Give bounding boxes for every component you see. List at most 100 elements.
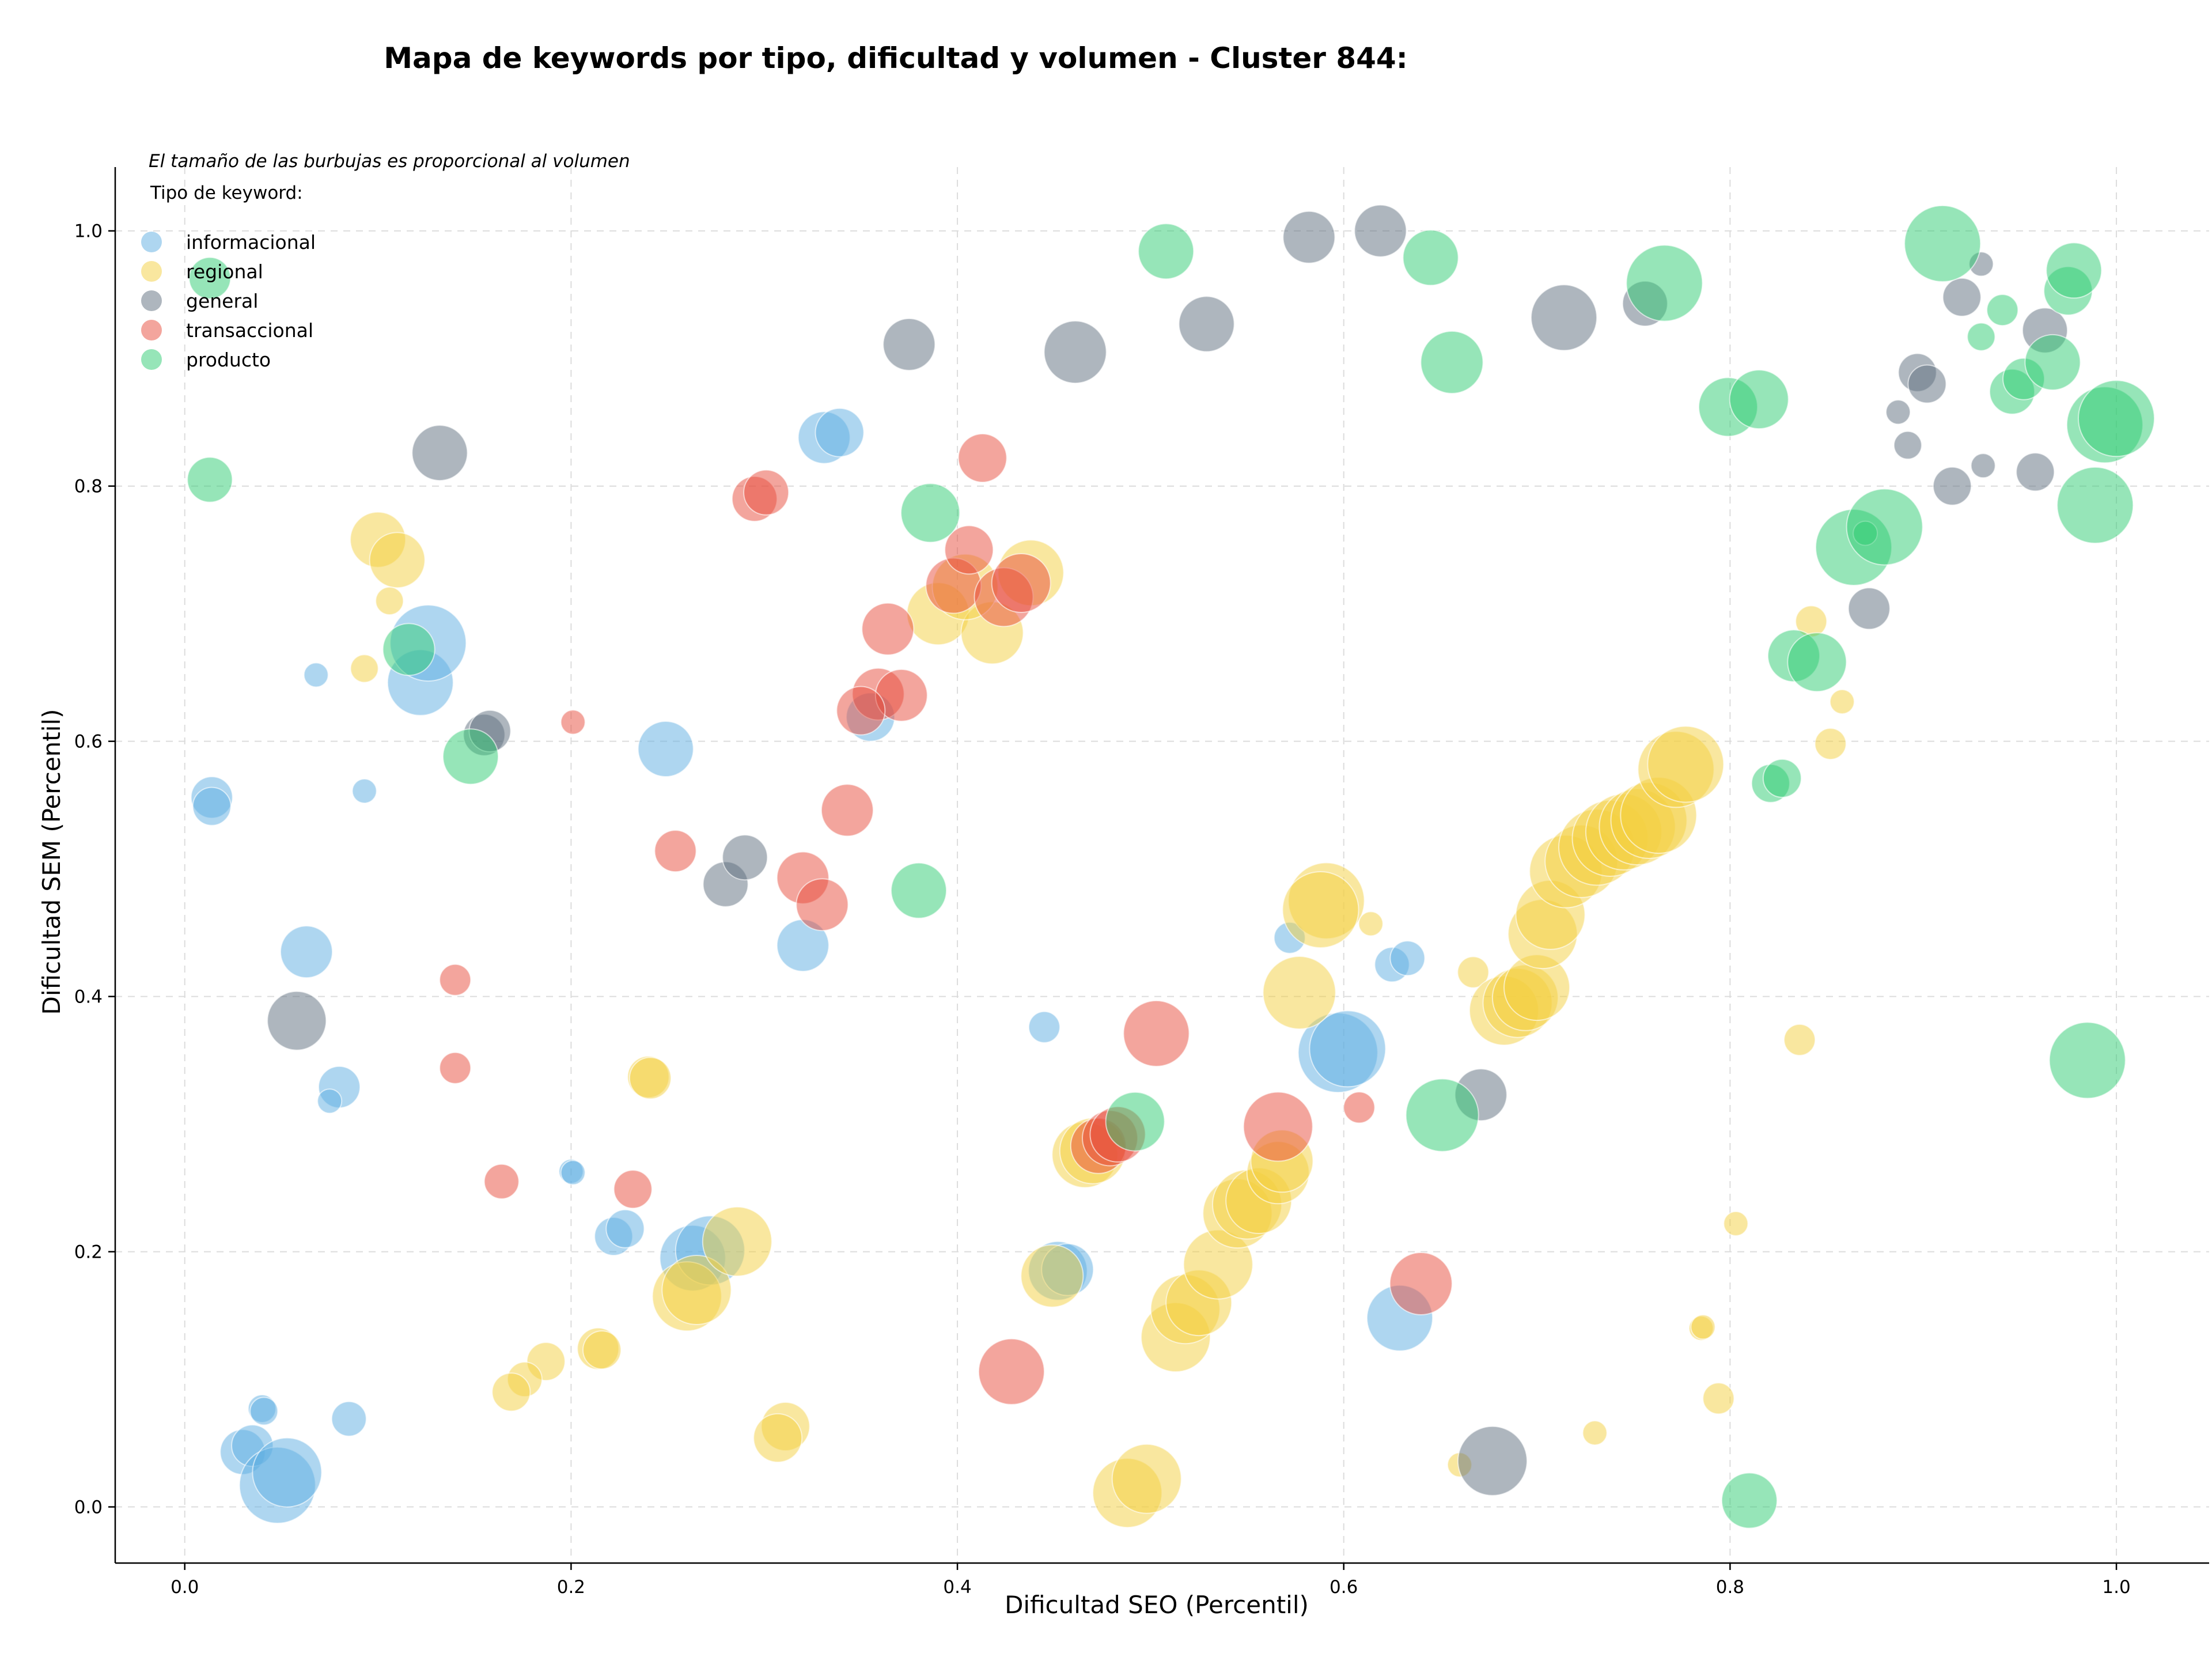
bubble-producto-23 [1967,322,1996,351]
bubble-regional-1 [369,532,426,589]
series-producto [187,205,2155,1529]
bubble-regional-15 [753,1413,803,1463]
bubble-informacional-15 [560,1160,586,1186]
y-tick-label-3: 0.6 [74,732,103,752]
bubble-regional-35 [1282,871,1359,948]
legend: El tamaño de las burbujas es proporciona… [141,151,630,371]
bubble-general-19 [1907,364,1947,404]
bubble-transaccional-26 [1343,1091,1376,1124]
bubble-producto-10 [1405,1078,1479,1152]
bubble-general-6 [882,317,936,371]
bubble-size-note: El tamaño de las burbujas es proporciona… [149,151,630,172]
bubble-transaccional-11 [861,602,915,656]
bubble-transaccional-10 [820,784,874,837]
x-tick-label-3: 0.6 [1330,1577,1358,1598]
bubble-transaccional-16 [944,525,994,575]
legend-marker-transaccional [141,320,162,340]
x-axis-label: Dificultad SEO (Percentil) [1005,1591,1309,1619]
bubble-producto-4 [891,862,947,919]
bubble-layer [187,204,2155,1529]
bubble-general-13 [1531,284,1597,351]
bubble-general-10 [1354,204,1407,258]
bubble-general-7 [1043,320,1107,384]
bubble-transaccional-18 [991,553,1051,613]
bubble-general-16 [1885,399,1911,425]
bubble-transaccional-14 [836,686,886,736]
bubble-informacional-22 [637,721,694,777]
legend-marker-informacional [141,232,162,252]
bubble-producto-11 [1626,244,1703,322]
bubble-producto-14 [1721,1472,1778,1529]
bubble-regional-10 [491,1372,531,1412]
bubble-producto-16 [1762,758,1802,798]
bubble-general-21 [1942,277,1982,317]
legend-item-transaccional: transaccional [141,319,313,342]
bubble-general-17 [1893,430,1922,460]
chart-title: Mapa de keywords por tipo, dificultad y … [384,41,1407,75]
bubble-producto-13 [1729,369,1789,430]
bubble-transaccional-1 [439,1051,472,1084]
bubble-general-3 [267,990,327,1051]
bubble-regional-3 [350,654,379,683]
bubble-regional-63 [1814,728,1847,760]
legend-label-transaccional: transaccional [186,319,313,342]
y-tick-label-1: 0.2 [74,1242,103,1263]
bubble-producto-18 [1787,632,1847,693]
bubble-regional-7 [582,1330,622,1370]
bubble-general-23 [1970,453,1996,479]
bubble-transaccional-2 [483,1163,520,1200]
x-tick-label-1: 0.2 [557,1577,585,1598]
bubble-informacional-3 [192,786,232,826]
bubble-transaccional-27 [1389,1252,1453,1315]
legend-item-informacional: informacional [141,231,316,253]
bubble-informacional-13 [252,1437,323,1508]
legend-marker-regional [141,261,162,282]
bubble-transaccional-25 [1243,1091,1313,1162]
bubble-producto-2 [382,623,435,676]
x-tick-label-5: 1.0 [2102,1577,2130,1598]
y-tick-label-5: 1.0 [74,221,103,242]
bubble-regional-5 [628,1057,672,1100]
bubble-producto-33 [2048,1021,2126,1099]
bubble-regional-61 [1783,1023,1816,1056]
legend-label-producto: producto [186,349,271,371]
legend-item-regional: regional [141,260,263,283]
bubble-producto-8 [1402,229,1459,286]
legend-items: informacional regional general transacciona… [141,231,316,371]
bubble-general-24 [2016,452,2055,492]
bubble-transaccional-3 [560,709,586,735]
bubble-regional-38 [1457,956,1490,989]
bubble-regional-55 [1647,725,1725,803]
bubble-general-5 [722,834,768,881]
bubble-transaccional-9 [796,878,849,932]
bubble-informacional-27 [1028,1011,1060,1043]
bubble-informacional-34 [1389,940,1426,977]
bubble-producto-6 [1105,1091,1165,1152]
bubble-producto-21 [1846,488,1923,566]
bubble-general-12 [1457,1425,1528,1496]
bubble-transaccional-19 [957,433,1007,483]
bubble-regional-37 [1358,911,1384,937]
bubble-transaccional-20 [978,1338,1045,1405]
bubble-regional-2 [375,587,404,615]
bubble-producto-5 [900,483,961,543]
bubble-informacional-8 [249,1397,279,1426]
series-transaccional [439,433,1453,1405]
bubble-producto-3 [442,728,499,785]
bubble-informacional-17 [605,1209,645,1248]
legend-item-producto: producto [141,349,271,371]
bubble-regional-22 [1020,1244,1084,1308]
bubble-producto-32 [2056,466,2134,544]
legend-marker-general [141,290,162,311]
legend-label-regional: regional [186,260,263,283]
y-tick-label-4: 0.8 [74,476,103,497]
legend-label-informacional: informacional [186,231,316,253]
bubble-regional-36 [1262,956,1336,1030]
bubble-producto-24 [1986,294,2019,327]
bubble-informacional-9 [331,1401,367,1437]
x-tick-label-4: 0.8 [1716,1577,1744,1598]
bubble-producto-22 [1904,205,1982,282]
bubble-producto-9 [1420,330,1484,394]
